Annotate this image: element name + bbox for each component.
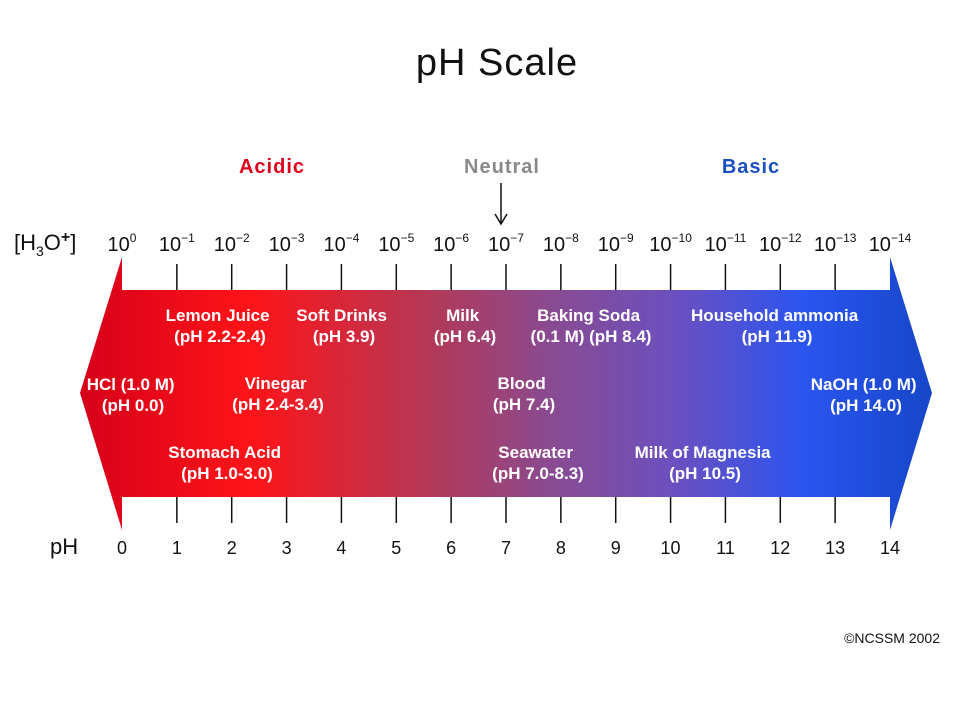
ph-tick-label-0: 0 — [117, 538, 127, 558]
svg-text:Baking Soda (0.1 M) (pH: Baking Soda (0.1 M) (pH 8.4) — [531, 306, 652, 346]
ph-tick-label-14: 14 — [880, 538, 900, 558]
substance-baking-soda: Baking Soda (0.1 M) (pH 8.4) — [531, 306, 652, 346]
substance-seawater: Seawater (pH 7.0-8.3) — [492, 443, 584, 483]
conc-tick-label-11: 10−11 — [705, 231, 747, 256]
ph-tick-label-9: 9 — [611, 538, 621, 558]
conc-tick-label-8: 10−8 — [543, 231, 579, 256]
substance-stomach-acid-name: Stomach Acid — [168, 443, 281, 462]
conc-tick-label-10: 10−10 — [649, 231, 692, 256]
neutral-label: Neutral — [464, 156, 540, 178]
substance-household-ammonia-ph: (pH 11.9) — [742, 327, 813, 346]
basic-label: Basic — [722, 156, 780, 178]
acidic-label: Acidic — [239, 156, 305, 178]
ph-axis-label: pH — [50, 534, 78, 559]
substance-milk: Milk (pH 6.4) — [434, 306, 496, 346]
substance-naoh-name: NaOH (1.0 M) — [811, 375, 917, 394]
conc-tick-label-14: 10−14 — [869, 231, 912, 256]
substance-naoh: NaOH (1.0 M) (pH 14.0) — [811, 375, 922, 415]
ph-tick-label-11: 11 — [716, 538, 735, 558]
conc-tick-label-12: 10−12 — [759, 231, 802, 256]
svg-text:Vinegar (pH 2.4-3.4): Vinegar (pH 2.4-3.4) — [232, 374, 324, 414]
svg-text:Lemon Juice (pH 2.2-2.4): Lemon Juice (pH 2.2-2.4) — [166, 306, 275, 346]
ph-tick-label-5: 5 — [391, 538, 401, 558]
substance-lemon-juice: Lemon Juice (pH 2.2-2.4) — [166, 306, 275, 346]
svg-text:Milk of Magnesia (pH 10.: Milk of Magnesia (pH 10.5) — [635, 443, 776, 483]
substance-vinegar-name: Vinegar — [245, 374, 307, 393]
svg-text:NaOH (1.0 M) (pH 14.0): NaOH (1.0 M) (pH 14.0) — [811, 375, 922, 415]
substance-lemon-juice-name: Lemon Juice — [166, 306, 270, 325]
substance-stomach-acid-ph: (pH 1.0-3.0) — [181, 464, 273, 483]
conc-tick-label-0: 100 — [108, 231, 137, 256]
svg-text:Seawater (pH 7.0-8.3): Seawater (pH 7.0-8.3) — [492, 443, 584, 483]
concentration-tick-labels: 100 10−1 10−2 10−3 10−4 10−5 10−6 10−7 10−8 10−9 1… — [108, 231, 912, 256]
conc-label-mid: O — [44, 230, 61, 255]
substance-seawater-name: Seawater — [498, 443, 573, 462]
conc-label-base: [H — [14, 230, 36, 255]
substance-milk-of-magnesia: Milk of Magnesia (pH 10.5) — [635, 443, 776, 483]
ph-tick-label-6: 6 — [446, 538, 456, 558]
substance-seawater-ph: (pH 7.0-8.3) — [492, 464, 584, 483]
ph-tick-label-2: 2 — [227, 538, 237, 558]
substance-household-ammonia-name: Household ammonia — [691, 306, 859, 325]
conc-tick-label-9: 10−9 — [598, 231, 634, 256]
top-tick-group — [176, 264, 836, 290]
conc-tick-label-4: 10−4 — [323, 231, 359, 256]
neutral-arrow — [494, 183, 508, 226]
substance-blood-ph: (pH 7.4) — [493, 395, 555, 414]
substance-soft-drinks-name: Soft Drinks — [296, 306, 387, 325]
conc-tick-label-2: 10−2 — [214, 231, 250, 256]
conc-label-sup: + — [61, 229, 70, 246]
substance-vinegar-ph: (pH 2.4-3.4) — [232, 395, 324, 414]
conc-tick-label-1: 10−1 — [159, 231, 195, 256]
substance-hcl-ph: (pH 0.0) — [102, 396, 164, 415]
ph-tick-label-8: 8 — [556, 538, 566, 558]
svg-text:Milk (pH 6.4): Milk (pH 6.4) — [434, 306, 496, 346]
page-title: pH Scale — [416, 42, 578, 84]
ph-gradient-arrow — [80, 257, 932, 530]
svg-text:HCl (1.0 M) (pH 0.0): HCl (1.0 M) (pH 0.0) — [87, 375, 180, 415]
substance-milk-of-magnesia-ph: (pH 10.5) — [669, 464, 741, 483]
conc-tick-label-7: 10−7 — [488, 231, 524, 256]
substance-hcl-name: HCl (1.0 M) — [87, 375, 175, 394]
svg-text:Blood (pH 7.4): Blood (pH 7.4) — [493, 374, 555, 414]
ph-tick-label-12: 12 — [770, 538, 790, 558]
ph-tick-label-3: 3 — [282, 538, 292, 558]
substance-lemon-juice-ph: (pH 2.2-2.4) — [174, 327, 266, 346]
ph-tick-label-7: 7 — [501, 538, 511, 558]
svg-text:Soft Drinks (pH 3.9): Soft Drinks (pH 3.9) — [296, 306, 391, 346]
conc-tick-label-6: 10−6 — [433, 231, 469, 256]
substance-milk-name: Milk — [446, 306, 480, 325]
svg-text:Household ammonia (pH 11: Household ammonia (pH 11.9) — [691, 306, 863, 346]
ph-tick-label-4: 4 — [336, 538, 346, 558]
substance-soft-drinks: Soft Drinks (pH 3.9) — [296, 306, 391, 346]
substance-naoh-ph: (pH 14.0) — [830, 396, 902, 415]
concentration-axis-label: [H3O+] — [14, 229, 76, 259]
copyright-notice: ©NCSSM 2002 — [844, 630, 940, 646]
substance-vinegar: Vinegar (pH 2.4-3.4) — [232, 374, 324, 414]
conc-tick-label-5: 10−5 — [378, 231, 414, 256]
substance-baking-soda-ph: (0.1 M) (pH 8.4) — [531, 327, 652, 346]
conc-tick-label-13: 10−13 — [814, 231, 857, 256]
substance-soft-drinks-ph: (pH 3.9) — [313, 327, 375, 346]
conc-label-end: ] — [70, 230, 76, 255]
ph-tick-label-10: 10 — [661, 538, 681, 558]
substance-household-ammonia: Household ammonia (pH 11.9) — [691, 306, 863, 346]
conc-tick-label-3: 10−3 — [269, 231, 305, 256]
ph-tick-labels: 0 1 2 3 4 5 6 7 8 9 10 11 12 13 14 — [117, 538, 900, 558]
substance-baking-soda-name: Baking Soda — [537, 306, 641, 325]
bottom-tick-group — [176, 497, 836, 523]
svg-text:Stomach Acid (pH 1.0-3.0: Stomach Acid (pH 1.0-3.0) — [168, 443, 285, 483]
substance-blood: Blood (pH 7.4) — [493, 374, 555, 414]
ph-tick-label-13: 13 — [825, 538, 845, 558]
substance-stomach-acid: Stomach Acid (pH 1.0-3.0) — [168, 443, 285, 483]
substance-blood-name: Blood — [498, 374, 546, 393]
conc-label-sub: 3 — [36, 243, 44, 259]
substance-milk-ph: (pH 6.4) — [434, 327, 496, 346]
ph-tick-label-1: 1 — [172, 538, 182, 558]
substance-milk-of-magnesia-name: Milk of Magnesia — [635, 443, 772, 462]
substance-hcl: HCl (1.0 M) (pH 0.0) — [87, 375, 180, 415]
